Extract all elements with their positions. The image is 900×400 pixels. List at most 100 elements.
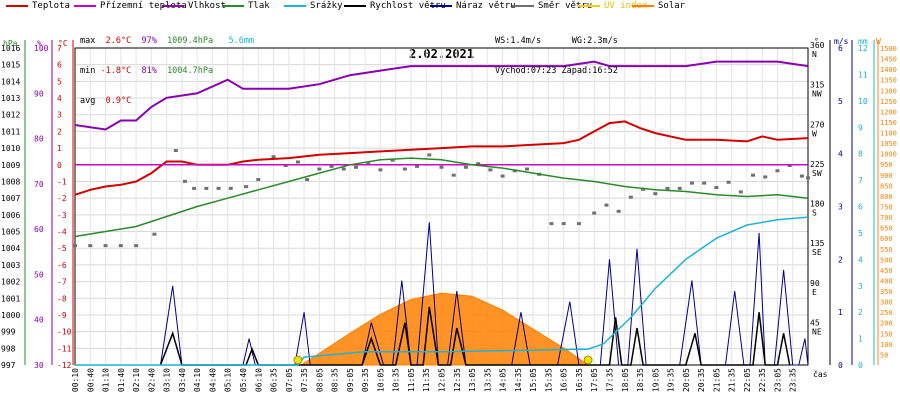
x-tick-label: 14:35 bbox=[514, 368, 523, 392]
solar-tick-label: 900 bbox=[880, 172, 893, 180]
pressure-tick-label: 998 bbox=[1, 344, 16, 353]
direction-tick-deg: 90 bbox=[810, 279, 820, 288]
x-tick-label: 01:10 bbox=[102, 368, 111, 392]
temperature-tick-label: -6 bbox=[57, 261, 67, 270]
x-axis-unit: čas bbox=[813, 369, 828, 379]
uv-marker bbox=[293, 355, 303, 365]
pressure-tick-label: 1011 bbox=[1, 127, 20, 136]
x-tick-label: 04:10 bbox=[193, 368, 202, 392]
solar-tick-label: 750 bbox=[880, 204, 893, 212]
temperature-tick-label: 7 bbox=[57, 44, 62, 53]
x-tick-label: 00:40 bbox=[86, 368, 95, 392]
humidity-tick-label: 60 bbox=[34, 225, 44, 234]
wind-direction-point bbox=[689, 181, 694, 185]
solar-tick-label: 650 bbox=[880, 225, 893, 233]
legend-swatch bbox=[578, 4, 600, 7]
x-tick-label: 11:05 bbox=[407, 368, 416, 392]
x-tick-label: 06:35 bbox=[270, 368, 279, 392]
x-tick-label: 00:10 bbox=[71, 368, 80, 392]
wind-direction-point bbox=[329, 164, 334, 168]
stats-avg-row: avg 0.9°C bbox=[80, 96, 254, 106]
legend-label: Rychlost větru bbox=[370, 1, 446, 11]
legend-item: Rychlost větru bbox=[344, 1, 446, 11]
x-tick-label: 07:35 bbox=[300, 368, 309, 392]
temperature-tick-label: -2 bbox=[57, 194, 67, 203]
wind-direction-point bbox=[204, 186, 209, 190]
wind-gust-avg: WG:2.3m/s bbox=[571, 36, 618, 46]
direction-tick-deg: 135 bbox=[810, 239, 825, 248]
stats-min-row: min -1.8°C 81% 1004.7hPa bbox=[80, 66, 254, 76]
wind-direction-point bbox=[317, 167, 322, 171]
temperature-tick-label: 2 bbox=[57, 127, 62, 136]
x-tick-label: 20:05 bbox=[682, 368, 691, 392]
humidity-tick-label: 50 bbox=[34, 270, 44, 279]
x-tick-label: 11:35 bbox=[422, 368, 431, 392]
legend-swatch bbox=[6, 4, 28, 7]
wind-direction-point bbox=[592, 211, 597, 215]
x-tick-label: 15:35 bbox=[544, 368, 553, 392]
chart-legend: Teplota Přízemní teplota Vlhkost Tlak Srážky… bbox=[0, 0, 900, 13]
x-tick-label: 14:05 bbox=[499, 368, 508, 392]
wind-direction-point bbox=[378, 168, 383, 172]
solar-tick-label: 400 bbox=[880, 277, 893, 285]
direction-axis-label: ° bbox=[814, 37, 819, 46]
wind-direction-point bbox=[628, 195, 633, 199]
rain-tick-label: 4 bbox=[858, 255, 863, 264]
wind-direction-point bbox=[476, 162, 481, 166]
humidity-tick-label: 40 bbox=[34, 316, 44, 325]
rain-axis-label: mm bbox=[858, 37, 868, 46]
wind-direction-point bbox=[665, 186, 670, 190]
x-tick-label: 12:05 bbox=[438, 368, 447, 392]
legend-label: Vlhkost bbox=[188, 1, 226, 11]
x-tick-label: 02:40 bbox=[147, 368, 156, 392]
wind-direction-point bbox=[244, 185, 249, 189]
solar-tick-label: 1450 bbox=[880, 56, 897, 64]
humidity-tick-label: 30 bbox=[34, 361, 44, 370]
solar-tick-label: 1300 bbox=[880, 87, 897, 95]
legend-label: Srážky bbox=[310, 1, 343, 11]
x-tick-label: 23:35 bbox=[789, 368, 798, 392]
temperature-tick-label: -8 bbox=[57, 294, 67, 303]
wind-direction-point bbox=[751, 173, 756, 177]
wind-direction-point bbox=[549, 222, 554, 226]
stats-max-row: max 2.6°C 97% 1009.4hPa 5.6mm bbox=[80, 36, 254, 46]
x-tick-label: 19:35 bbox=[667, 368, 676, 392]
solar-tick-label: 100 bbox=[880, 341, 893, 349]
legend-label: Přízemní teplota bbox=[100, 1, 187, 11]
wind-direction-point bbox=[714, 186, 719, 190]
solar-tick-label: 450 bbox=[880, 267, 893, 275]
pressure-tick-label: 997 bbox=[1, 361, 16, 370]
temperature-tick-label: 1 bbox=[57, 144, 62, 153]
temperature-tick-label: 5 bbox=[57, 77, 62, 86]
rain-tick-label: 2 bbox=[858, 308, 863, 317]
x-tick-label: 22:05 bbox=[743, 368, 752, 392]
legend-label: Směr větru bbox=[538, 1, 593, 11]
wind-direction-point bbox=[604, 203, 609, 207]
wind-direction-point bbox=[341, 167, 346, 171]
x-tick-label: 23:05 bbox=[773, 368, 782, 392]
max-humidity: 97% bbox=[141, 36, 157, 46]
wind-direction-point bbox=[134, 244, 139, 248]
solar-tick-label: 1100 bbox=[880, 130, 897, 138]
rain-tick-label: 12 bbox=[858, 44, 868, 53]
rain-tick-label: 11 bbox=[858, 70, 868, 79]
x-tick-label: 08:35 bbox=[331, 368, 340, 392]
x-tick-label: 05:40 bbox=[239, 368, 248, 392]
direction-tick-name: SE bbox=[812, 248, 822, 257]
legend-swatch bbox=[632, 4, 654, 7]
pressure-tick-label: 1015 bbox=[1, 61, 20, 70]
wind-direction-point bbox=[353, 165, 358, 169]
wind-direction-point bbox=[103, 244, 108, 248]
temperature-tick-label: 3 bbox=[57, 111, 62, 120]
temperature-tick-label: -12 bbox=[57, 361, 72, 370]
series-line bbox=[74, 60, 809, 131]
wind-direction-point bbox=[488, 168, 493, 172]
rain-tick-label: 3 bbox=[858, 282, 863, 291]
solar-tick-label: 1050 bbox=[880, 140, 897, 148]
legend-swatch bbox=[430, 4, 452, 7]
direction-tick-name: NW bbox=[812, 90, 822, 99]
wind-direction-point bbox=[192, 186, 197, 190]
min-temp: -1.8°C bbox=[100, 66, 132, 76]
wind-direction-point bbox=[726, 180, 731, 184]
